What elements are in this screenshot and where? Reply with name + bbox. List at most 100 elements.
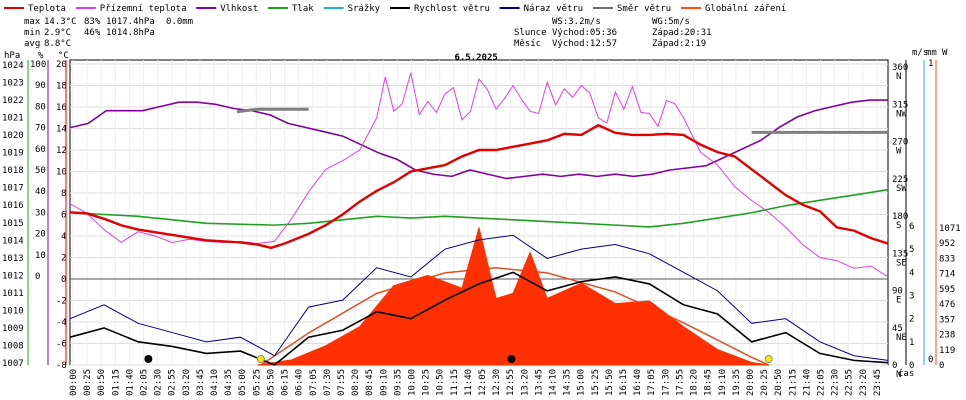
stat-label-max: max	[24, 17, 41, 27]
sunset-marker	[764, 355, 773, 363]
axis-tick-hpa: 1011	[2, 289, 24, 299]
axis-tick-percent: 80	[35, 102, 46, 112]
axis-tick-direction: 225	[892, 175, 908, 185]
axis-tick-time: 08:45	[365, 369, 375, 396]
series-clear-sky-radiation	[260, 267, 770, 366]
axis-tick-direction-letter: S	[896, 221, 901, 231]
axis-tick-w: 595	[939, 285, 955, 295]
chart-title: 6.5.2025	[454, 53, 497, 63]
axis-tick-w: 238	[939, 331, 955, 341]
axis-tick-temp: 18	[56, 82, 67, 92]
axis-tick-temp: 6	[61, 211, 66, 221]
axis-tick-temp: 4	[61, 232, 66, 242]
axis-tick-time: 04:10	[210, 369, 220, 396]
axis-tick-ms: 4	[909, 268, 914, 278]
axis-tick-hpa: 1021	[2, 114, 24, 124]
stat-avg-temp: 8.8°C	[44, 39, 71, 49]
legend-label: Vlhkost	[220, 4, 258, 14]
series-wind-speed	[69, 271, 889, 366]
axis-tick-time: 21:40	[802, 369, 812, 396]
axis-tick-time: 06:40	[295, 369, 305, 396]
legend-label: Směr větru	[617, 4, 671, 14]
axis-tick-time: 14:10	[549, 369, 559, 396]
axis-tick-time: 03:45	[196, 369, 206, 396]
axis-tick-hpa: 1010	[2, 306, 24, 316]
axis-tick-temp: -6	[56, 340, 67, 350]
legend-label: Globální záření	[705, 4, 786, 14]
axis-tick-direction: 315	[892, 100, 908, 110]
axis-tick-percent: 10	[35, 251, 46, 261]
axis-tick-w: 357	[939, 315, 955, 325]
axis-tick-percent: 50	[35, 166, 46, 176]
info-wind-speed: WS:3.2m/s	[552, 17, 601, 27]
axis-tick-direction-letter: NW	[896, 109, 907, 119]
axis-tick-time: 07:55	[337, 369, 347, 396]
axis-tick-w: 833	[939, 254, 955, 264]
info-wind-gust: WG:5m/s	[652, 17, 690, 27]
axis-tick-hpa: 1009	[2, 324, 24, 334]
axis-tick-hpa: 1018	[2, 166, 24, 176]
axis-tick-w: 119	[939, 346, 955, 356]
axis-tick-temp: 10	[56, 168, 67, 178]
moonset-marker	[144, 355, 153, 363]
axis-tick-time: 11:15	[450, 369, 460, 396]
stat-label-min: min	[24, 28, 40, 38]
axis-tick-time: 02:05	[140, 369, 150, 396]
axis-label-direction: m/s	[912, 48, 928, 58]
axis-tick-time: 21:15	[788, 369, 798, 396]
axis-tick-hpa: 1017	[2, 184, 24, 194]
axis-tick-temp: 0	[61, 275, 66, 285]
axis-tick-hpa: 1007	[2, 359, 24, 369]
axis-tick-ms: 6	[909, 222, 914, 232]
axis-tick-time: 14:35	[563, 369, 573, 396]
stat-min-humidity: 46%	[84, 28, 101, 38]
axis-tick-direction: 45	[892, 324, 903, 334]
axis-tick-time: 03:20	[182, 369, 192, 396]
stat-max-pressure: 1017.4hPa	[106, 17, 155, 27]
axis-label-temp: °C	[58, 51, 69, 61]
legend-label: Tlak	[292, 4, 314, 14]
series-temperature	[69, 123, 889, 250]
axis-tick-time: 16:15	[619, 369, 629, 396]
axis-tick-direction: 135	[892, 249, 908, 259]
axis-tick-hpa: 1020	[2, 131, 24, 141]
info-moon-label: Měsíc	[514, 39, 541, 49]
axis-tick-ms: 3	[909, 292, 914, 302]
stat-min-temp: 2.9°C	[44, 28, 71, 38]
axis-tick-time: 17:30	[661, 369, 671, 396]
axis-tick-mm: 0	[928, 355, 933, 365]
axis-tick-hpa: 1015	[2, 219, 24, 229]
axis-tick-temp: 8	[61, 189, 66, 199]
axis-tick-time: 07:05	[309, 369, 319, 396]
axis-label-percent: %	[38, 51, 44, 61]
axis-tick-time: 22:55	[845, 369, 855, 396]
axis-tick-time: 20:50	[774, 369, 784, 396]
axis-tick-time: 05:25	[252, 369, 262, 396]
axis-tick-time: 13:45	[534, 369, 544, 396]
axis-tick-hpa: 1019	[2, 149, 24, 159]
axis-tick-time: 09:35	[393, 369, 403, 396]
axis-tick-time: 04:35	[224, 369, 234, 396]
axis-tick-time: 00:25	[83, 369, 93, 396]
axis-tick-w: 0	[939, 361, 944, 371]
series-wind-gust	[69, 234, 889, 361]
series-pressure	[69, 188, 889, 228]
axis-tick-temp: -8	[56, 361, 67, 371]
axis-tick-w: 476	[939, 300, 955, 310]
axis-tick-time: 02:30	[154, 369, 164, 396]
axis-tick-hpa: 1016	[2, 201, 24, 211]
axis-tick-w: 714	[939, 270, 955, 280]
stat-rain: 0.0mm	[166, 17, 193, 27]
axis-tick-time: 20:25	[760, 369, 770, 396]
axis-tick-time: 09:10	[379, 369, 389, 396]
axis-tick-hpa: 1008	[2, 341, 24, 351]
series-humidity	[69, 99, 888, 180]
moonrise-marker	[507, 355, 516, 363]
axis-tick-hpa: 1023	[2, 79, 24, 89]
axis-tick-time: 20:00	[746, 369, 756, 396]
series-wind-direction	[236, 107, 309, 114]
legend-label: Přízemní teplota	[100, 4, 187, 14]
axis-tick-time: 23:20	[859, 369, 869, 396]
axis-tick-temp: 16	[56, 103, 67, 113]
axis-tick-direction: 90	[892, 287, 903, 297]
